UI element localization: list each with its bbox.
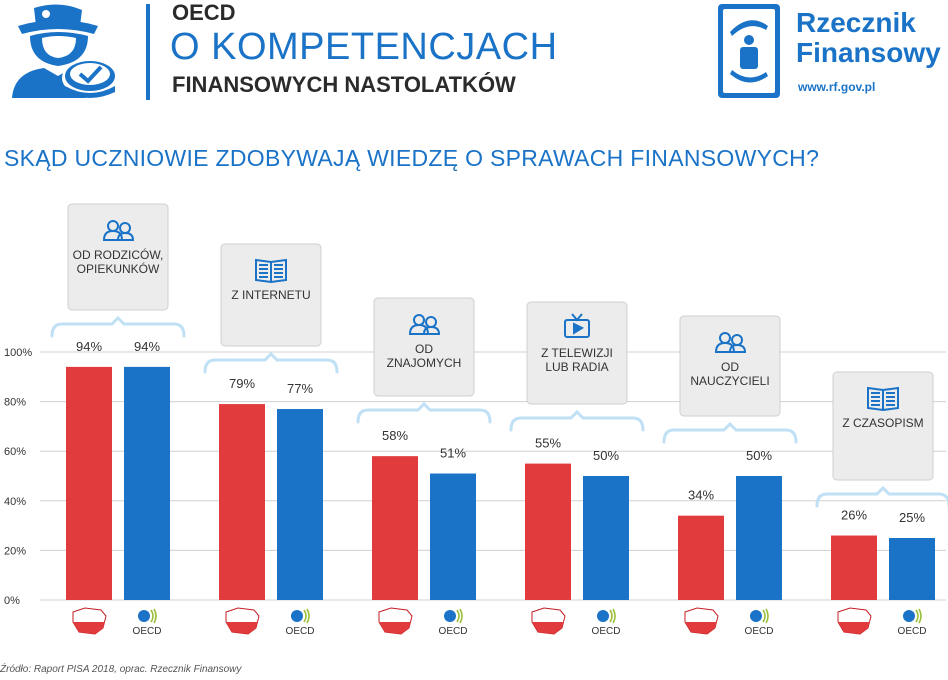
category-label: NAUCZYCIELI: [690, 374, 769, 388]
bar-value-label: 34%: [688, 488, 714, 503]
oecd-logo-icon: OECD: [592, 608, 621, 637]
oecd-logo-icon: OECD: [898, 608, 927, 637]
bar: [525, 463, 571, 600]
y-tick-label: 40%: [4, 496, 26, 508]
chart-question: SKĄD UCZNIOWIE ZDOBYWAJĄ WIEDZĘ O SPRAWA…: [4, 145, 820, 171]
category-bracket: [203, 351, 339, 374]
bar: [372, 456, 418, 600]
category-box: [526, 301, 628, 405]
y-tick-label: 0%: [4, 595, 20, 607]
bar: [66, 366, 112, 600]
bar-value-label: 94%: [76, 339, 102, 354]
bar-value-label: 26%: [841, 508, 867, 523]
bar-value-label: 58%: [382, 428, 408, 443]
category-label: OD: [721, 360, 739, 374]
category-label: OD: [415, 342, 433, 356]
category-bracket: [509, 409, 645, 432]
bar: [219, 404, 265, 600]
category-box: [679, 315, 781, 417]
category-box: [220, 243, 322, 347]
poland-map-icon: [72, 607, 107, 635]
rzecznik-finansowy-logo: [718, 4, 780, 98]
bar-value-label: 79%: [229, 376, 255, 391]
oecd-legend-label: OECD: [133, 626, 162, 637]
people-icon: [408, 314, 441, 335]
oecd-logo-icon: OECD: [745, 608, 774, 637]
category-bracket: [50, 315, 186, 338]
book-icon: [255, 258, 287, 284]
brand-url[interactable]: www.rf.gov.pl: [798, 80, 876, 94]
book-icon: [867, 386, 899, 412]
category-label: ZNAJOMYCH: [387, 356, 462, 370]
title-line-2: O KOMPETENCJACH: [170, 26, 558, 68]
bar: [583, 476, 629, 600]
category-box: [67, 203, 169, 311]
people-icon: [102, 220, 135, 241]
bar: [831, 535, 877, 600]
category-bracket: [815, 485, 948, 508]
poland-map-icon: [684, 607, 719, 635]
oecd-logo-icon: OECD: [439, 608, 468, 637]
oecd-legend-label: OECD: [898, 626, 927, 637]
bar: [736, 476, 782, 600]
oecd-legend-label: OECD: [286, 626, 315, 637]
bar: [678, 515, 724, 600]
category-bracket: [356, 401, 492, 424]
bars: [66, 366, 935, 600]
title-line-1: OECD: [172, 0, 236, 25]
oecd-legend-label: OECD: [745, 626, 774, 637]
bar-value-label: 50%: [746, 448, 772, 463]
category-label: OD RODZICÓW,: [73, 247, 164, 262]
bar-value-label: 51%: [440, 446, 466, 461]
category-box: [832, 371, 934, 481]
bar-value-label: 77%: [287, 381, 313, 396]
legend-icons: OECD OECD OECD OECD OECD OECD: [72, 607, 927, 637]
bar: [430, 473, 476, 600]
y-tick-label: 20%: [4, 545, 26, 557]
y-tick-label: 100%: [4, 347, 32, 359]
poland-map-icon: [837, 607, 872, 635]
category-label: Z CZASOPISM: [842, 416, 923, 430]
poland-map-icon: [531, 607, 566, 635]
title-line-3: FINANSOWYCH NASTOLATKÓW: [172, 72, 516, 97]
y-tick-label: 80%: [4, 397, 26, 409]
oecd-logo-icon: OECD: [286, 608, 315, 637]
category-label: LUB RADIA: [545, 360, 608, 374]
bar-chart: 0% 20% 40% 60% 80% 100% OD RODZICÓW,OPIEKUNKÓ…: [4, 203, 948, 637]
source-note: Źródło: Raport PISA 2018, oprac. Rzeczni…: [0, 664, 242, 675]
category-label: Z TELEWIZJI: [541, 346, 613, 360]
y-axis-ticks: 0% 20% 40% 60% 80% 100%: [4, 347, 32, 607]
poland-map-icon: [378, 607, 413, 635]
bar-value-label: 25%: [899, 510, 925, 525]
category-box: [373, 297, 475, 397]
oecd-logo-icon: OECD: [133, 608, 162, 637]
people-icon: [714, 332, 747, 353]
category-bracket: [662, 421, 798, 444]
tv-icon: [564, 313, 590, 338]
y-tick-label: 60%: [4, 446, 26, 458]
oecd-legend-label: OECD: [439, 626, 468, 637]
bar-value-label: 50%: [593, 448, 619, 463]
poland-map-icon: [225, 607, 260, 635]
category-label: Z INTERNETU: [231, 288, 310, 302]
oecd-legend-label: OECD: [592, 626, 621, 637]
value-labels: 94% 94% 79% 77% 58% 51% 55% 50% 34% 50% 26% 25%: [76, 339, 925, 525]
bar: [277, 409, 323, 600]
grid-lines: [40, 351, 946, 601]
bar-value-label: 55%: [535, 436, 561, 451]
bar: [124, 366, 170, 600]
bar-value-label: 94%: [134, 339, 160, 354]
category-label: OPIEKUNKÓW: [77, 261, 160, 276]
header-divider: [146, 4, 150, 100]
brand-name: Rzecznik Finansowy: [796, 7, 941, 68]
bar: [889, 538, 935, 600]
category-brackets: [50, 315, 948, 508]
student-money-icon: [12, 4, 118, 98]
